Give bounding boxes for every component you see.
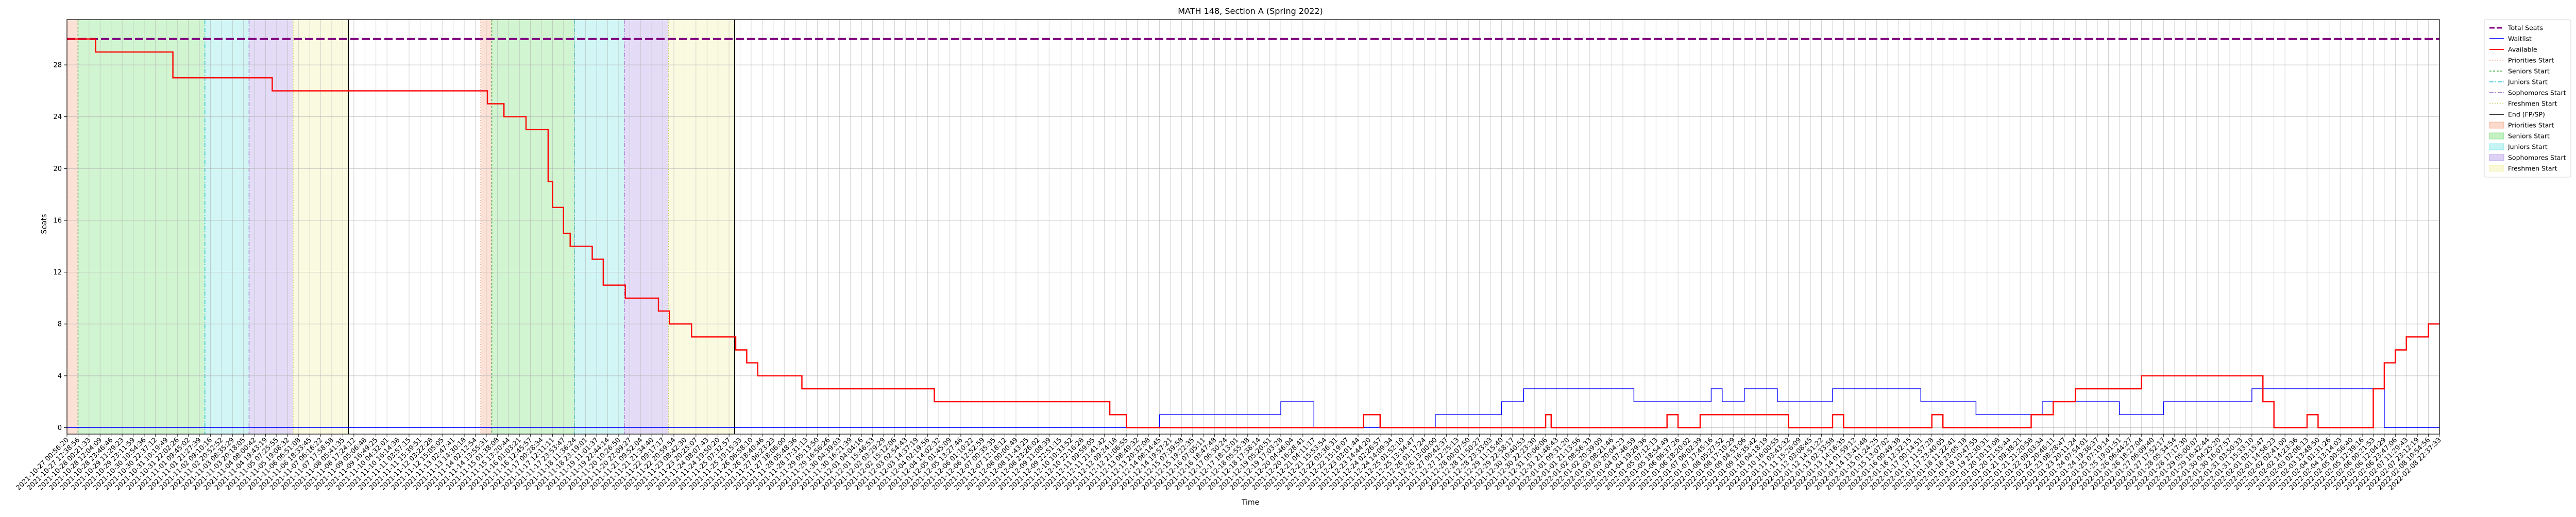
phase-band-6 — [492, 20, 575, 434]
plot-background — [67, 20, 2439, 434]
phase-band-2 — [205, 20, 249, 434]
legend-swatch-patch-10 — [2489, 132, 2504, 140]
legend-label-5: Juniors Start — [2507, 78, 2548, 86]
y-axis-title: Seats — [40, 214, 48, 234]
legend-label-11: Juniors Start — [2507, 143, 2548, 151]
phase-band-8 — [624, 20, 669, 434]
y-tick-label: 4 — [58, 372, 62, 380]
legend-label-4: Seniors Start — [2508, 67, 2550, 75]
y-tick-label: 20 — [53, 165, 62, 173]
legend: Total Seats Waitlist Available Priorities S… — [2484, 19, 2571, 178]
legend-label-6: Sophomores Start — [2508, 89, 2566, 97]
phase-band-1 — [78, 20, 205, 434]
phase-band-7 — [574, 20, 624, 434]
legend-label-7: Freshmen Start — [2508, 100, 2557, 108]
y-tick-label: 12 — [53, 269, 62, 277]
legend-label-13: Freshmen Start — [2508, 165, 2557, 173]
y-tick-label: 8 — [58, 321, 62, 329]
legend-swatch-patch-9 — [2489, 122, 2504, 129]
legend-label-3: Priorities Start — [2508, 57, 2554, 64]
legend-label-0: Total Seats — [2507, 24, 2543, 32]
legend-label-12: Sophomores Start — [2508, 154, 2566, 162]
phase-band-3 — [249, 20, 294, 434]
y-tick-label: 24 — [53, 113, 62, 121]
y-tick-label: 16 — [53, 217, 62, 225]
legend-swatch-patch-13 — [2489, 165, 2504, 172]
legend-label-9: Priorities Start — [2508, 122, 2554, 129]
phase-band-9 — [668, 20, 735, 434]
y-tick-label: 28 — [53, 62, 62, 70]
y-tick-label: 0 — [58, 424, 62, 432]
phase-band-0 — [67, 20, 78, 434]
axes-frame — [66, 19, 2440, 435]
x-axis-title: Time — [1241, 498, 1259, 507]
legend-swatch-patch-12 — [2489, 154, 2504, 161]
legend-label-10: Seniors Start — [2508, 132, 2550, 140]
chart-title: MATH 148, Section A (Spring 2022) — [1178, 6, 1323, 16]
legend-box — [2484, 19, 2571, 178]
legend-label-8: End (FP/SP) — [2508, 111, 2545, 118]
legend-label-1: Waitlist — [2508, 35, 2532, 43]
series-available — [67, 38, 2439, 428]
legend-label-2: Available — [2508, 46, 2537, 54]
legend-swatch-patch-11 — [2489, 143, 2504, 150]
